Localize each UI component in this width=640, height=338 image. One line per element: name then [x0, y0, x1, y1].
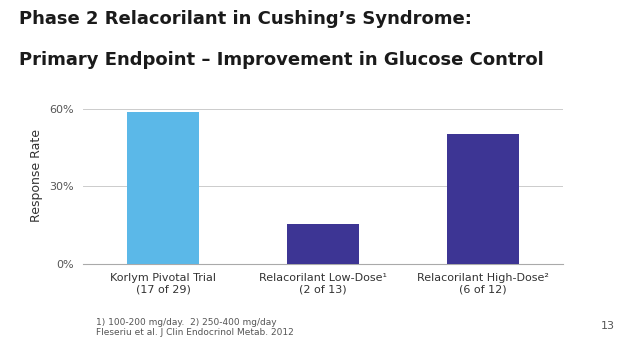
- Bar: [447, 135, 519, 264]
- Bar: [287, 224, 359, 264]
- Text: Primary Endpoint – Improvement in Glucose Control: Primary Endpoint – Improvement in Glucos…: [19, 51, 544, 69]
- Text: 1) 100-200 mg/day.  2) 250-400 mg/day
Fleseriu et al. J Clin Endocrinol Metab. 2: 1) 100-200 mg/day. 2) 250-400 mg/day Fle…: [96, 318, 294, 338]
- Text: Phase 2 Relacorilant in Cushing’s Syndrome:: Phase 2 Relacorilant in Cushing’s Syndro…: [19, 10, 472, 28]
- Bar: [127, 112, 199, 264]
- Text: 13: 13: [600, 321, 614, 331]
- Y-axis label: Response Rate: Response Rate: [30, 129, 44, 222]
